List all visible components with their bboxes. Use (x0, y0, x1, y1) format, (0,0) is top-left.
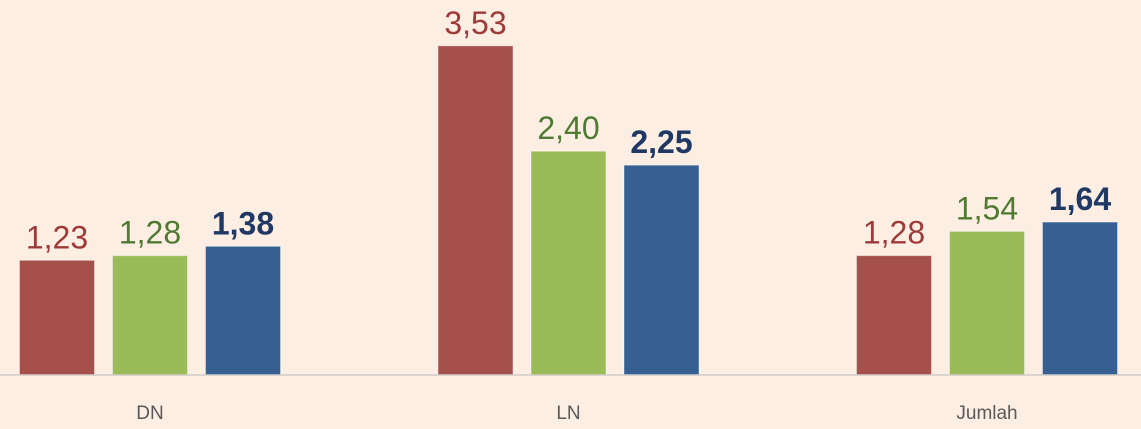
x-tick-label: DN (136, 403, 163, 424)
data-label: 1,38 (212, 205, 274, 241)
x-tick-label: Jumlah (956, 403, 1017, 424)
bar (112, 255, 188, 376)
bar (856, 255, 932, 376)
data-label: 1,23 (26, 219, 88, 255)
bar (205, 245, 281, 376)
data-label: 3,53 (444, 5, 506, 41)
data-label: 1,28 (119, 215, 181, 251)
data-label: 2,25 (630, 124, 692, 160)
bar (1042, 221, 1118, 376)
bar (623, 164, 700, 376)
data-label: 1,28 (863, 215, 925, 251)
bar (19, 259, 95, 376)
bar (437, 45, 514, 376)
data-label: 1,54 (956, 190, 1018, 226)
bar (949, 230, 1025, 376)
x-tick-label: LN (556, 403, 580, 424)
bar (530, 150, 607, 376)
data-label: 1,64 (1049, 181, 1111, 217)
data-label: 2,40 (537, 110, 599, 146)
